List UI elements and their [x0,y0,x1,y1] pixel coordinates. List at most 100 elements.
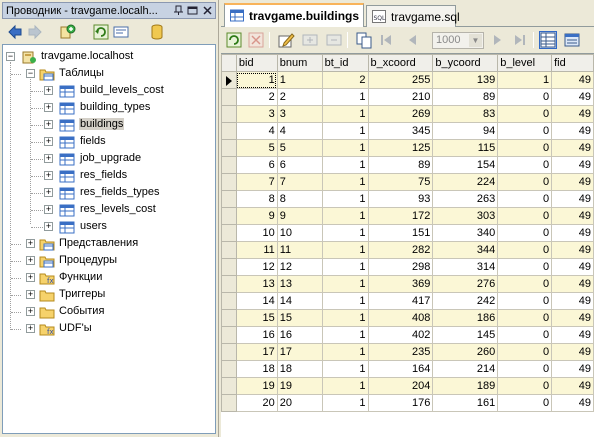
table-row[interactable]: 2 2 1 210 89 0 49 [221,88,594,106]
table-cell[interactable]: 75 [367,173,434,191]
expand-expander-icon[interactable]: + [26,255,35,265]
row-selector[interactable] [221,71,237,89]
table-cell[interactable]: 7 [276,173,323,191]
table-cell[interactable]: 344 [432,241,499,259]
table-cell[interactable]: 1 [321,224,369,242]
table-row[interactable]: 3 3 1 269 83 0 49 [221,105,594,123]
table-cell[interactable]: 0 [497,275,553,293]
table-cell[interactable]: 3 [276,105,323,123]
table-cell[interactable]: 15 [276,309,323,327]
table-cell[interactable]: 8 [235,190,278,208]
table-row[interactable]: 7 7 1 75 224 0 49 [221,173,594,191]
table-cell[interactable]: 49 [551,139,594,157]
table-row[interactable]: 10 10 1 151 340 0 49 [221,224,594,242]
row-selector[interactable] [221,105,237,123]
expand-expander-icon[interactable]: + [44,221,53,231]
table-cell[interactable]: 13 [276,275,323,293]
row-selector[interactable] [221,88,237,106]
table-cell[interactable]: 0 [497,343,553,361]
table-cell[interactable]: 10 [276,224,323,242]
table-cell[interactable]: 0 [497,326,553,344]
table-cell[interactable]: 49 [551,173,594,191]
table-row[interactable]: 20 20 1 176 161 0 49 [221,394,594,412]
row-selector[interactable] [221,156,237,174]
column-header-bnum[interactable]: bnum [276,54,323,72]
table-cell[interactable]: 176 [367,394,434,412]
table-cell[interactable]: 49 [551,241,594,259]
table-cell[interactable]: 49 [551,343,594,361]
table-cell[interactable]: 260 [432,343,499,361]
table-cell[interactable]: 1 [321,258,369,276]
back-arrow-icon[interactable] [6,23,24,41]
table-cell[interactable]: 17 [235,343,278,361]
table-cell[interactable]: 6 [276,156,323,174]
row-selector[interactable] [221,292,237,310]
table-cell[interactable]: 1 [276,71,323,89]
table-cell[interactable]: 18 [235,360,278,378]
table-cell[interactable]: 172 [367,207,434,225]
table-cell[interactable]: 49 [551,156,594,174]
table-cell[interactable]: 0 [497,190,553,208]
table-cell[interactable]: 186 [432,309,499,327]
column-header-b-level[interactable]: b_level [497,54,553,72]
close-icon[interactable] [202,5,213,16]
table-row[interactable]: 15 15 1 408 186 0 49 [221,309,594,327]
expand-expander-icon[interactable]: + [44,187,53,197]
row-selector[interactable] [221,377,237,395]
collapse-expander-icon[interactable]: − [6,51,15,61]
tab-sql-editor[interactable]: SQL travgame.sql [366,5,460,27]
row-selector[interactable] [221,309,237,327]
table-cell[interactable]: 235 [367,343,434,361]
table-cell[interactable]: 49 [551,88,594,106]
table-cell[interactable]: 3 [235,105,278,123]
insert-row-icon[interactable] [301,31,319,49]
tab-table-data[interactable]: travgame.buildings [224,3,364,27]
expand-expander-icon[interactable]: + [26,306,35,316]
table-cell[interactable]: 49 [551,258,594,276]
row-selector[interactable] [221,173,237,191]
table-cell[interactable]: 1 [321,105,369,123]
table-cell[interactable]: 83 [432,105,499,123]
table-cell[interactable]: 139 [432,71,499,89]
column-header-b-xcoord[interactable]: b_xcoord [367,54,434,72]
table-cell[interactable]: 4 [235,122,278,140]
expand-expander-icon[interactable]: + [26,238,35,248]
table-cell[interactable]: 269 [367,105,434,123]
table-cell[interactable]: 0 [497,207,553,225]
table-cell[interactable]: 2 [276,88,323,106]
table-cell[interactable]: 19 [276,377,323,395]
table-cell[interactable]: 0 [497,173,553,191]
table-cell[interactable]: 5 [276,139,323,157]
table-cell[interactable]: 0 [497,88,553,106]
table-cell[interactable]: 1 [321,156,369,174]
table-cell[interactable]: 314 [432,258,499,276]
table-cell[interactable]: 9 [276,207,323,225]
table-cell[interactable]: 49 [551,309,594,327]
refresh-data-icon[interactable] [225,31,243,49]
table-row[interactable]: 6 6 1 89 154 0 49 [221,156,594,174]
table-cell[interactable]: 49 [551,224,594,242]
table-cell[interactable]: 15 [235,309,278,327]
table-cell[interactable]: 164 [367,360,434,378]
table-row[interactable]: 18 18 1 164 214 0 49 [221,360,594,378]
table-cell[interactable]: 18 [276,360,323,378]
table-cell[interactable]: 13 [235,275,278,293]
table-cell[interactable]: 369 [367,275,434,293]
connect-icon[interactable] [58,23,76,41]
column-header-bt-id[interactable]: bt_id [321,54,369,72]
previous-page-icon[interactable] [403,31,421,49]
table-row[interactable]: 4 4 1 345 94 0 49 [221,122,594,140]
form-view-icon[interactable] [563,31,581,49]
table-cell[interactable]: 1 [321,122,369,140]
row-selector[interactable] [221,122,237,140]
table-cell[interactable]: 1 [321,394,369,412]
table-row[interactable]: 19 19 1 204 189 0 49 [221,377,594,395]
table-cell[interactable]: 417 [367,292,434,310]
table-cell[interactable]: 89 [432,88,499,106]
table-cell[interactable]: 298 [367,258,434,276]
row-selector[interactable] [221,258,237,276]
table-cell[interactable]: 49 [551,360,594,378]
table-cell[interactable]: 1 [235,71,278,89]
table-cell[interactable]: 125 [367,139,434,157]
table-cell[interactable]: 154 [432,156,499,174]
